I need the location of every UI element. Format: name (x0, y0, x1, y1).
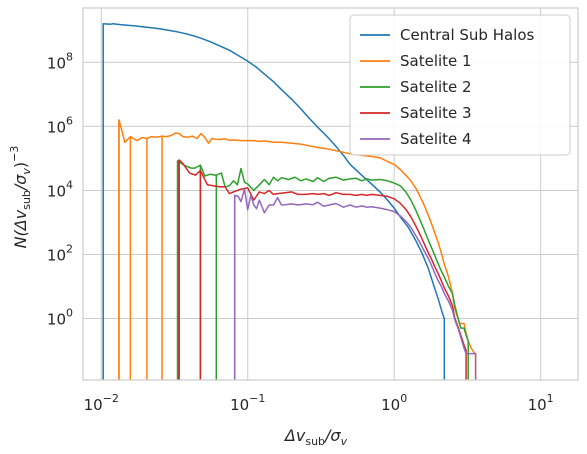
legend-label: Satelite 1 (400, 52, 472, 70)
legend-label: Satelite 2 (400, 78, 472, 96)
series-line (102, 22, 446, 380)
series-layer (102, 22, 477, 380)
series-1 (102, 22, 446, 380)
y-tick-label: 108 (47, 50, 73, 72)
x-tick-label: 101 (528, 392, 554, 414)
axes-border (82, 7, 579, 381)
x-tick-label: 100 (381, 392, 407, 414)
series-line (178, 159, 467, 380)
y-tick-label: 106 (47, 114, 73, 136)
legend: Central Sub Halos Satelite 1 Satelite 2 Sat… (349, 14, 571, 156)
series-line (118, 119, 477, 380)
x-axis-label: Δvsub/σv (283, 426, 348, 448)
legend-item: Satelite 2 (360, 78, 472, 96)
y-tick-label: 100 (47, 307, 73, 329)
tick-labels: 10−2 10−1 100 101 100 102 104 106 108 (47, 50, 554, 414)
legend-label: Central Sub Halos (400, 26, 535, 44)
legend-item: Central Sub Halos (360, 26, 535, 44)
y-tick-label: 104 (47, 178, 73, 200)
series-5 (233, 188, 477, 380)
legend-item: Satelite 3 (360, 104, 472, 122)
legend-label: Satelite 3 (400, 104, 472, 122)
series-line (176, 159, 469, 380)
legend-label: Satelite 4 (400, 130, 472, 148)
legend-item: Satelite 4 (360, 130, 472, 148)
series-4 (178, 159, 467, 380)
series-line (233, 188, 477, 380)
legend-box (349, 14, 571, 156)
y-axis-label: N(Δvsub/σv)−3 (8, 146, 33, 249)
legend-item: Satelite 1 (360, 52, 472, 70)
y-tick-label: 102 (47, 242, 73, 264)
series-2 (118, 119, 477, 380)
x-tick-label: 10−1 (230, 392, 265, 414)
plot-frame (82, 7, 579, 381)
x-tick-label: 10−2 (84, 392, 119, 414)
